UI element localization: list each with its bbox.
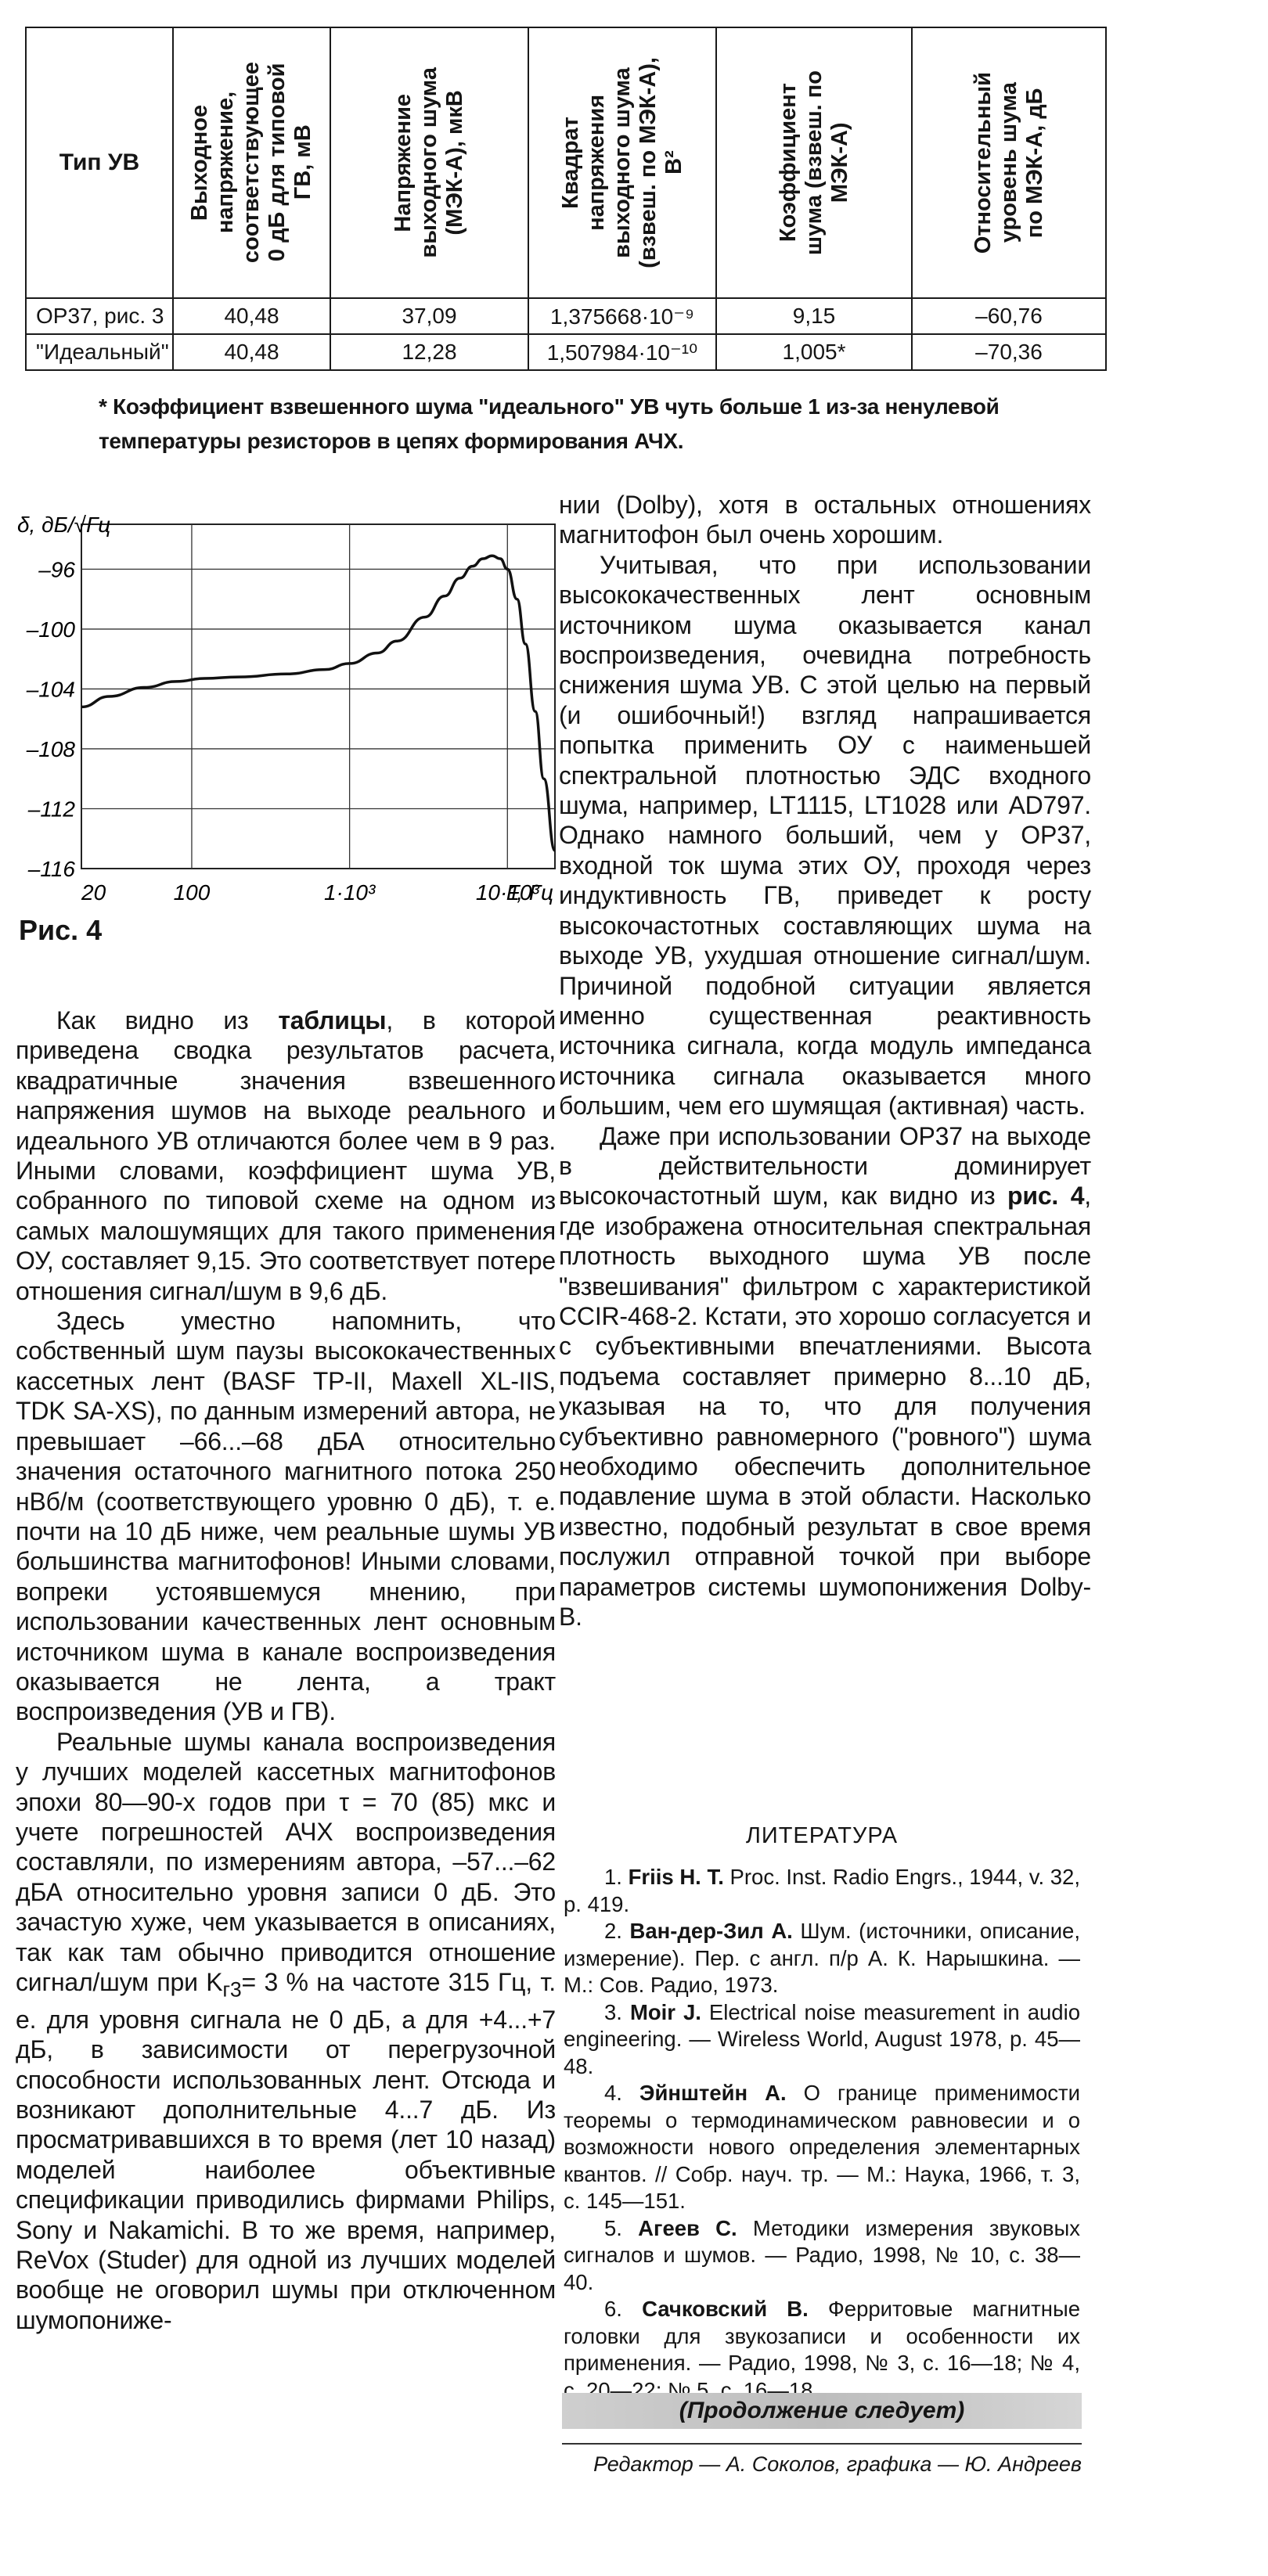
table-cell: –70,36 (911, 333, 1107, 371)
right-column-text: нии (Dolby), хотя в остальных отношениях… (559, 490, 1091, 1632)
paragraph: нии (Dolby), хотя в остальных отношениях… (559, 491, 1091, 549)
table-footnote: * Коэффициент взвешенного шума "идеально… (99, 394, 1000, 453)
y-tick-label: –116 (27, 857, 76, 881)
reference-item: 3. Moir J. Electrical noise measurement … (564, 1999, 1081, 2078)
y-tick-label: –104 (26, 677, 75, 701)
x-tick-label: 10·10³ (476, 880, 540, 905)
table-cell: "Идеальный" (25, 333, 174, 371)
reference-item: 2. Ван-дер-Зил А. Шум. (источники, описа… (564, 1919, 1080, 1997)
header-amp-type: Тип УВ (25, 27, 174, 299)
noise-spectrum-line (81, 554, 557, 852)
x-tick-label: 100 (174, 880, 211, 905)
header-noise-factor: Коэффициент шума (взвеш. по МЭК-А) (715, 27, 913, 299)
literature-list: 1. Friis H. T. Proc. Inst. Radio Engrs.,… (564, 1864, 1080, 2404)
paragraph: Учитывая, что при использовании высокока… (559, 550, 1091, 1121)
table-cell: 1,375668·10⁻⁹ (528, 297, 717, 335)
x-axis-label: F, Гц (506, 880, 553, 905)
table-cell: OP37, рис. 3 (25, 297, 174, 335)
table-header-row: Тип УВ Выходное напряжение, соответствую… (25, 27, 1107, 299)
table-row: OP37, рис. 3 40,48 37,09 1,375668·10⁻⁹ 9… (25, 297, 1107, 335)
y-tick-label: –108 (26, 737, 76, 761)
table-cell: 1,005* (715, 333, 913, 371)
header-output-voltage: Выходное напряжение, соответствующее 0 д… (172, 27, 331, 299)
literature-heading: ЛИТЕРАТУРА (745, 1823, 899, 1848)
x-tick-label: 20 (81, 880, 106, 905)
table-cell: 40,48 (172, 333, 331, 371)
left-column-text: Как видно из таблицы, в которой приведен… (16, 1006, 556, 2335)
paragraph: Здесь уместно напомнить, что собственный… (16, 1307, 556, 1726)
continued-banner: (Продолжение следует) (562, 2393, 1082, 2429)
y-tick-label: –96 (38, 557, 75, 581)
y-tick-label: –100 (26, 617, 76, 642)
table-cell: 37,09 (330, 297, 529, 335)
reference-item: 6. Сачковский В. Ферритовые магнитные го… (564, 2297, 1081, 2402)
table-cell: 9,15 (715, 297, 913, 335)
x-tick-label: 1·10³ (324, 880, 376, 905)
header-noise-voltage: Напряжение выходного шума (МЭК-А), мкВ (330, 27, 529, 299)
table-cell: 12,28 (330, 333, 529, 371)
editors-credit: Редактор — А. Соколов, графика — Ю. Андр… (562, 2443, 1082, 2477)
reference-item: 1. Friis H. T. Proc. Inst. Radio Engrs.,… (564, 1865, 1080, 1916)
figure-caption: Рис. 4 (19, 914, 103, 946)
table-cell: 1,507984·10⁻¹⁰ (528, 333, 717, 371)
paragraph: Реальные шумы канала воспроизведения у л… (16, 1727, 556, 2334)
y-tick-label: –112 (27, 797, 76, 821)
paragraph: Даже при использовании OP37 на выходе в … (559, 1121, 1091, 1632)
header-noise-voltage-squared: Квадрат напряжения выходного шума (взвеш… (528, 27, 717, 299)
reference-item: 4. Эйнштейн А. О границе применимости те… (564, 2081, 1081, 2213)
table-cell: –60,76 (911, 297, 1107, 335)
reference-item: 5. Агеев С. Методики измерения звуковых … (564, 2215, 1081, 2294)
plot-frame (81, 523, 556, 869)
table-cell: 40,48 (172, 297, 331, 335)
header-relative-noise-level: Относительный уровень шума по МЭК-А, дБ (911, 27, 1107, 299)
noise-comparison-table: Тип УВ Выходное напряжение, соответствую… (25, 27, 1107, 371)
y-axis-label: δ, дБ/√Гц (17, 513, 110, 537)
table-row: "Идеальный" 40,48 12,28 1,507984·10⁻¹⁰ 1… (25, 333, 1107, 371)
paragraph: Как видно из таблицы, в которой приведен… (16, 1006, 556, 1305)
